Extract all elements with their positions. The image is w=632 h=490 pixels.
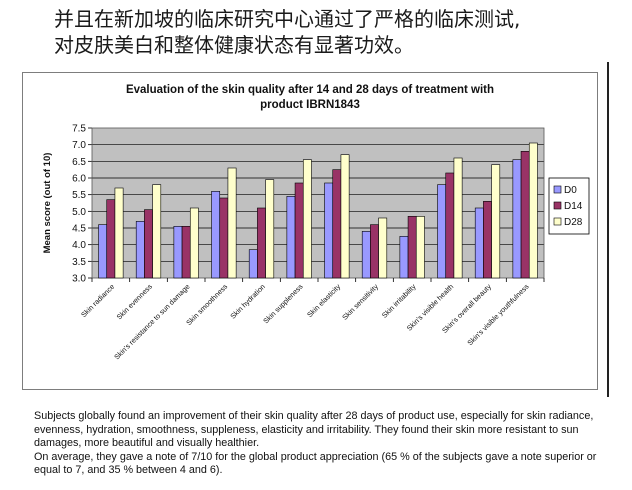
bar-d28	[114, 187, 124, 279]
bar-d14	[219, 197, 229, 279]
y-tick-label: 7.5	[72, 124, 86, 135]
y-tick-label: 3.0	[72, 274, 86, 285]
caption-paragraph-2: On average, they gave a note of 7/10 for…	[34, 450, 597, 477]
bar-d28	[189, 207, 199, 279]
bar-d14	[294, 182, 304, 279]
y-tick-label: 5.5	[72, 190, 86, 201]
x-tick-label: Skin suppleness	[261, 282, 305, 326]
bar-d14	[520, 151, 530, 279]
bar-d0	[399, 236, 409, 279]
bar-d14	[257, 207, 266, 279]
legend-label-d14: D14	[564, 201, 583, 212]
caption-paragraph-1: Subjects globally found an improvement o…	[34, 410, 594, 449]
bar-d0	[361, 231, 371, 279]
bar-d28	[528, 142, 538, 279]
x-tick-label: Skin evenness	[114, 282, 154, 322]
bar-d28	[265, 179, 275, 279]
bar-d0	[324, 182, 334, 279]
page-edge-line	[607, 62, 609, 397]
y-axis-label: Mean score (out of 10)	[42, 153, 53, 254]
bar-d0	[98, 224, 108, 279]
bar-d0	[474, 207, 484, 279]
bar-d28	[152, 184, 162, 279]
bar-d14	[181, 226, 191, 279]
bar-d14	[407, 216, 417, 279]
bar-d0	[512, 159, 522, 279]
bar-d28	[415, 216, 425, 279]
bar-d0	[248, 249, 258, 279]
plot-area	[92, 128, 544, 278]
y-tick-label: 6.5	[72, 157, 86, 168]
bar-d28	[491, 164, 501, 279]
chart-title-line-2: product IBRN1843	[260, 99, 360, 111]
bar-d0	[135, 221, 145, 279]
legend-swatch-d0	[553, 185, 562, 194]
bar-chart: 3.0 3.5 4.0 4.5 5.0 5.5 6.0 6.5 7.0 7.5 Mean score…	[42, 124, 590, 361]
bar-d28	[340, 154, 350, 279]
bar-d14	[332, 169, 342, 279]
headline-line-2: 对皮肤美白和整体健康状态有显著功效。	[54, 33, 414, 57]
x-tick-label: Skin hydration	[228, 282, 267, 321]
bar-d28	[378, 217, 388, 279]
bar-d0	[173, 226, 183, 279]
bar-d14	[445, 172, 455, 279]
legend-label-d0: D0	[564, 185, 577, 196]
headline-line-1: 并且在新加坡的临床研究中心通过了严格的临床测试,	[54, 7, 521, 31]
x-tick-label: Skin irritability	[380, 282, 418, 320]
headline: 并且在新加坡的临床研究中心通过了严格的临床测试, 对皮肤美白和整体健康状态有显著…	[54, 6, 624, 58]
bar-d0	[437, 184, 447, 279]
y-tick-label: 3.5	[72, 257, 86, 268]
bar-d0	[286, 196, 296, 279]
legend-label-d28: D28	[564, 217, 583, 228]
x-tick-label: Skin elasticity	[305, 282, 342, 319]
y-tick-label: 5.0	[72, 207, 86, 218]
x-tick-label: Skin radiance	[79, 282, 116, 319]
bar-d28	[227, 167, 237, 279]
chart-title-line-1: Evaluation of the skin quality after 14 …	[125, 84, 495, 96]
bar-d14	[106, 199, 116, 279]
x-tick-label: Skin's visible youthfulness	[465, 282, 531, 348]
bar-d14	[483, 201, 492, 279]
y-tick-label: 4.0	[72, 240, 86, 251]
legend-swatch-d28	[553, 217, 562, 226]
y-tick-label: 7.0	[72, 140, 86, 151]
y-tick-label: 6.0	[72, 174, 86, 185]
bar-d14	[144, 209, 153, 279]
x-tick-label: Skin's resistance to sun damage	[112, 282, 191, 361]
bar-d28	[302, 159, 312, 279]
caption: Subjects globally found an improvement o…	[34, 410, 614, 478]
chart-title: Evaluation of the skin quality after 14 …	[22, 83, 598, 113]
bar-d28	[453, 157, 463, 279]
x-tick-label: Skin sensitivity	[340, 282, 380, 322]
y-tick-label: 4.5	[72, 224, 86, 235]
bar-d14	[370, 224, 379, 279]
bar-d0	[211, 191, 221, 279]
legend-swatch-d14	[553, 201, 562, 210]
